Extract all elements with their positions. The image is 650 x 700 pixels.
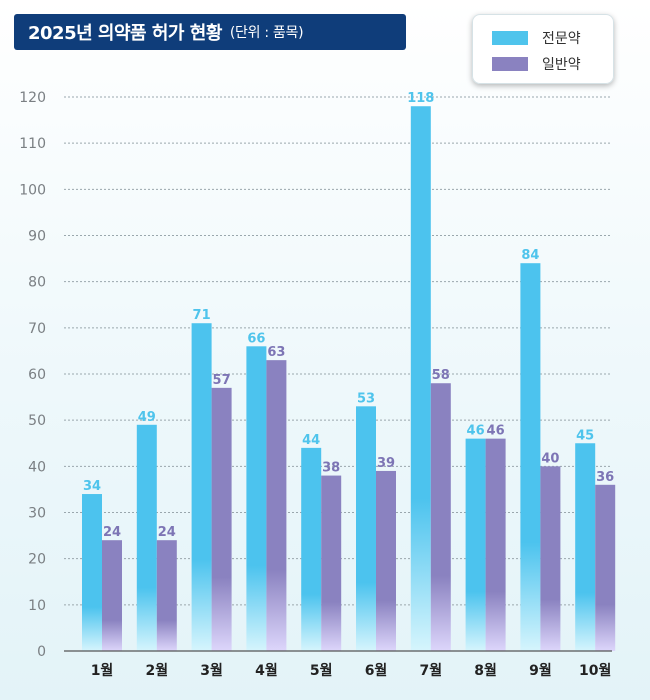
legend-swatch-series-1 — [492, 57, 528, 71]
bar-series-0 — [410, 106, 431, 651]
y-tick-label: 60 — [28, 367, 46, 383]
bar-series-1 — [321, 475, 342, 651]
bar-series-0 — [356, 406, 376, 651]
bar-series-1 — [540, 466, 561, 651]
data-label-series-0: 46 — [467, 424, 485, 439]
chart-title-banner: 2025년 의약품 허가 현황 (단위 : 품목) — [14, 14, 406, 50]
data-label-series-1: 38 — [322, 461, 340, 476]
x-tick-label: 5월 — [310, 662, 333, 679]
axes: 0 10 20 30 40 50 60 70 80 90 100 110 120 1월 2월 3월 4월 5월 6월… — [19, 90, 612, 679]
y-tick-label: 120 — [19, 90, 46, 106]
bar-series-1 — [595, 484, 616, 651]
data-label-series-1: 46 — [487, 424, 505, 439]
y-tick-label: 70 — [28, 321, 46, 337]
data-label-series-0: 118 — [407, 91, 434, 106]
chart-title: 2025년 의약품 허가 현황 — [28, 23, 222, 44]
x-tick-label: 3월 — [200, 662, 223, 679]
data-label-series-0: 53 — [357, 391, 375, 406]
bar-series-0 — [136, 424, 157, 651]
data-label-series-1: 63 — [267, 345, 285, 360]
data-label-series-0: 44 — [302, 433, 320, 448]
y-tick-label: 20 — [28, 552, 46, 568]
x-tick-label: 1월 — [91, 662, 114, 679]
bar-series-0 — [301, 447, 322, 651]
y-tick-label: 100 — [19, 182, 46, 198]
y-tick-label: 0 — [37, 644, 46, 660]
bar-series-1 — [211, 387, 232, 651]
legend-swatch-series-0 — [492, 31, 528, 45]
bar-series-0 — [575, 443, 596, 651]
bars — [82, 106, 616, 651]
bar-series-1 — [102, 540, 122, 651]
bar-series-1 — [376, 470, 396, 651]
legend-item-series-1: 일반약 — [492, 54, 581, 74]
data-label-series-1: 57 — [213, 373, 231, 388]
data-label-series-1: 24 — [158, 525, 176, 540]
data-label-series-1: 39 — [377, 456, 395, 471]
bar-series-0 — [520, 263, 541, 651]
legend-item-series-0: 전문약 — [492, 28, 581, 48]
bar-series-1 — [266, 360, 287, 651]
legend-label-series-1: 일반약 — [542, 57, 581, 73]
x-tick-label: 2월 — [145, 662, 168, 679]
data-label-series-1: 36 — [596, 470, 614, 485]
y-tick-label: 110 — [19, 136, 46, 152]
bar-series-1 — [485, 438, 506, 651]
bar-series-0 — [191, 323, 212, 651]
y-tick-label: 80 — [28, 275, 46, 291]
x-tick-label: 9월 — [529, 662, 552, 679]
x-tick-label: 4월 — [255, 662, 278, 679]
data-label-series-0: 49 — [138, 410, 156, 425]
y-tick-label: 40 — [28, 459, 46, 475]
data-label-series-0: 34 — [83, 479, 101, 494]
bar-series-0 — [246, 346, 267, 651]
data-label-series-0: 45 — [576, 428, 594, 443]
x-tick-label: 10월 — [579, 662, 611, 679]
legend-label-series-0: 전문약 — [542, 31, 581, 47]
chart-legend: 전문약 일반약 — [472, 14, 614, 84]
y-tick-label: 50 — [28, 413, 46, 429]
y-tick-label: 10 — [28, 598, 46, 614]
data-label-series-1: 58 — [432, 368, 450, 383]
x-tick-label: 8월 — [474, 662, 497, 679]
y-tick-label: 30 — [28, 506, 46, 522]
data-label-series-0: 84 — [521, 248, 539, 263]
bar-series-1 — [156, 540, 177, 651]
bar-series-1 — [430, 383, 451, 651]
bar-series-0 — [82, 494, 102, 651]
bar-series-0 — [465, 438, 486, 651]
data-label-series-1: 24 — [103, 525, 121, 540]
data-label-series-1: 40 — [541, 451, 559, 466]
x-tick-label: 6월 — [365, 662, 388, 679]
chart-unit-label: (단위 : 품목) — [229, 25, 304, 41]
data-label-series-0: 66 — [247, 331, 265, 346]
x-tick-label: 7월 — [419, 662, 442, 679]
y-tick-label: 90 — [28, 229, 46, 245]
data-label-series-0: 71 — [193, 308, 211, 323]
